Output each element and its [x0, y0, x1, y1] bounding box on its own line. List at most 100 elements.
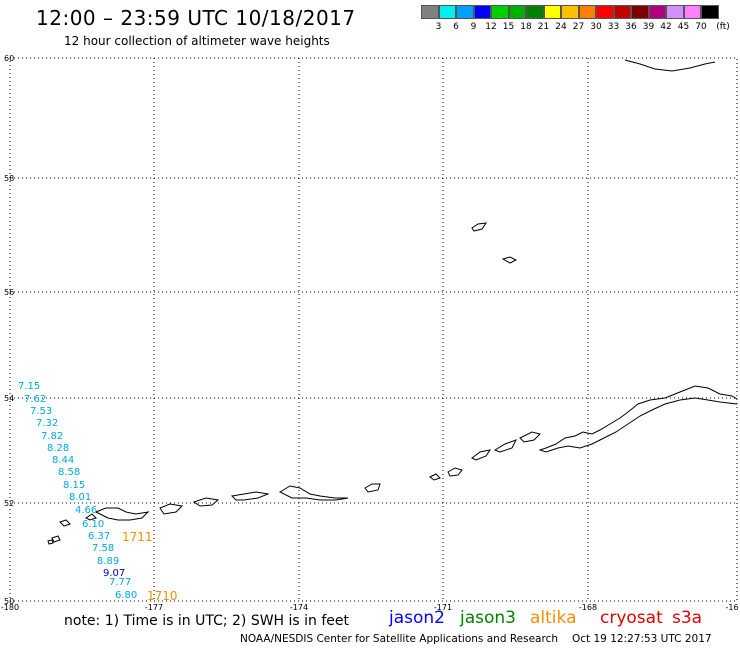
- coastline-segment: [278, 485, 349, 501]
- swh-value: 7.77: [109, 577, 131, 588]
- latitude-label: 58: [4, 174, 14, 183]
- swh-value: 8.44: [52, 455, 74, 466]
- legend-label: 70: [695, 22, 707, 32]
- graticule: [9, 57, 738, 602]
- legend-label: 24: [555, 22, 567, 32]
- satellite-label-jason2: jason2: [389, 608, 445, 628]
- legend-swatch-0: [421, 5, 439, 19]
- credit-text: NOAA/NESDIS Center for Satellite Applica…: [240, 633, 558, 645]
- latitude-label: 52: [4, 499, 14, 508]
- legend-label: 39: [642, 22, 655, 32]
- legend-swatch-6: [526, 5, 544, 19]
- swh-value: 8.28: [47, 443, 69, 454]
- coastline-segment: [447, 467, 463, 477]
- swh-value: 6.37: [88, 531, 110, 542]
- legend-label: 27: [572, 22, 585, 32]
- legend-label: 15: [502, 22, 515, 32]
- longitude-label: -174: [290, 603, 308, 612]
- coastline: [47, 59, 738, 545]
- legend-label: 45: [677, 22, 690, 32]
- coastline-segment: [624, 59, 716, 72]
- legend-swatch-9: [578, 5, 596, 19]
- legend-swatch-14: [666, 5, 684, 19]
- coastline-segment: [51, 535, 61, 543]
- swh-value: 7.58: [92, 543, 114, 554]
- swh-value: 8.01: [69, 492, 91, 503]
- pass-time-label: 1710: [147, 589, 178, 603]
- legend-label: 21: [537, 22, 550, 32]
- coastline-segment: [85, 513, 97, 521]
- color-scale-legend: [421, 5, 719, 19]
- coastline-segment: [538, 397, 738, 453]
- legend-label: 18: [520, 22, 532, 32]
- legend-label: 3: [435, 22, 442, 32]
- note-text: note: 1) Time is in UTC; 2) SWH is in fe…: [64, 613, 350, 629]
- legend-swatch-3: [473, 5, 491, 19]
- axis-labels: 60 58 56 54 52 50-180 -177 -174 -171 -168 -16: [1, 54, 739, 612]
- swh-value: 9.07: [103, 568, 125, 579]
- coastline-segment: [429, 473, 441, 481]
- swh-value: 8.15: [63, 480, 85, 491]
- coastline-segment: [94, 507, 150, 521]
- footer: NOAA/NESDIS Center for Satellite Applica…: [240, 633, 712, 645]
- coastline-segment: [47, 539, 54, 545]
- coastline-segment: [471, 449, 492, 461]
- legend-swatch-4: [491, 5, 509, 19]
- latitude-label: 50: [4, 597, 14, 606]
- legend-label: 12: [485, 22, 497, 32]
- legend-label: 9: [470, 22, 477, 32]
- legend-swatch-15: [683, 5, 701, 19]
- legend-swatch-1: [438, 5, 456, 19]
- legend-swatch-10: [596, 5, 614, 19]
- coastline-segment: [192, 497, 220, 507]
- legend-label: 33: [607, 22, 620, 32]
- coastline-segment: [519, 431, 541, 443]
- swh-value: 8.89: [97, 556, 119, 567]
- longitude-label: -171: [434, 603, 452, 612]
- coastline-segment: [159, 503, 184, 515]
- longitude-label: -177: [145, 603, 163, 612]
- latitude-label: 60: [4, 54, 14, 63]
- legend-label: 42: [660, 22, 672, 32]
- coastline-segment: [627, 385, 738, 413]
- legend-label: 6: [453, 22, 459, 32]
- map-frame: [9, 57, 738, 602]
- legend-unit: (ft): [716, 22, 730, 32]
- legend-label: 36: [625, 22, 637, 32]
- satellite-label-cryosat: cryosat: [600, 608, 663, 628]
- swh-value: 7.53: [30, 406, 52, 417]
- coastline-segment: [493, 439, 518, 453]
- legend-swatch-11: [613, 5, 631, 19]
- pass-time-label: 1711: [122, 530, 153, 544]
- swh-value: 8.58: [58, 467, 80, 478]
- color-scale-labels: 3 6 9 12 15 18 21 24 27 30 33 36 39 42 45 70 (ft): [421, 22, 740, 34]
- swh-value: 7.32: [36, 418, 58, 429]
- swh-value: 7.62: [24, 394, 46, 405]
- legend-swatch-16: [701, 5, 719, 19]
- latitude-label: 56: [4, 288, 14, 297]
- swh-value: 6.10: [82, 519, 104, 530]
- coastline-segment: [230, 491, 270, 501]
- swh-value: 4.66: [75, 505, 97, 516]
- longitude-label: -168: [579, 603, 597, 612]
- page-subtitle: 12 hour collection of altimeter wave hei…: [64, 34, 330, 48]
- legend-swatch-2: [456, 5, 474, 19]
- satellite-label-s3a: s3a: [672, 608, 703, 628]
- swh-value: 6.80: [115, 590, 137, 601]
- swh-values: 7.15 7.627.537.32 7.828.288.448.58 8.158.01…: [18, 381, 178, 603]
- coastline-segment: [59, 519, 71, 527]
- legend-label: 30: [590, 22, 602, 32]
- satellite-label-altika: altika: [530, 608, 577, 628]
- longitude-label: -180: [1, 603, 19, 612]
- coastline-segment: [364, 483, 381, 493]
- legend-swatch-13: [648, 5, 666, 19]
- legend-swatch-7: [543, 5, 561, 19]
- legend-swatch-5: [508, 5, 526, 19]
- page-title: 12:00 – 23:59 UTC 10/18/2017: [36, 6, 356, 30]
- coastline-segment: [471, 222, 488, 232]
- satellite-label-jason3: jason3: [460, 608, 516, 628]
- timestamp-text: Oct 19 12:27:53 UTC 2017: [572, 633, 712, 645]
- latitude-label: 54: [4, 394, 14, 403]
- swh-value: 7.82: [41, 431, 63, 442]
